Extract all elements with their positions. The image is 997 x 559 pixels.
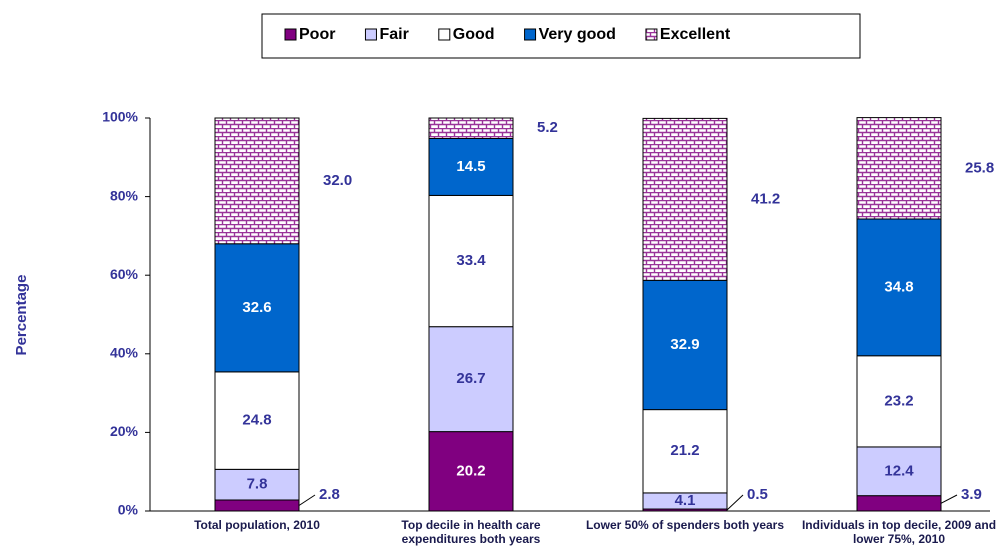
y-tick-label: 20%: [110, 423, 139, 439]
legend-label: Very good: [539, 26, 616, 43]
bar-segment: [428, 431, 514, 512]
bar-segment: [428, 117, 514, 139]
bar-segment: [642, 279, 728, 411]
y-tick-label: 60%: [110, 266, 139, 282]
legend-label: Good: [453, 26, 495, 43]
data-label: 4.1: [675, 492, 696, 509]
data-label: 14.5: [456, 158, 485, 175]
x-tick-label: Total population, 2010: [194, 518, 320, 532]
leader-line: [298, 494, 316, 506]
legend-swatch: [284, 28, 297, 41]
legend-label: Fair: [379, 26, 408, 43]
data-label: 26.7: [456, 370, 485, 387]
x-tick-label: Lower 50% of spenders both years: [585, 518, 785, 532]
bar-segment: [856, 495, 942, 512]
data-label: 3.9: [961, 486, 982, 503]
data-label: 20.2: [456, 462, 485, 479]
bar-segment: [856, 446, 942, 497]
y-tick-label: 0%: [118, 502, 139, 518]
leader-line: [726, 494, 744, 511]
legend-label: Poor: [299, 26, 335, 43]
bar-segment: [214, 499, 300, 512]
leader-line: [940, 494, 958, 504]
y-tick-label: 40%: [110, 345, 139, 361]
data-label: 24.8: [242, 412, 271, 429]
bar-segment: [214, 243, 300, 373]
y-axis-label: Percentage: [13, 275, 30, 356]
data-label: 7.8: [247, 476, 268, 493]
bar-segment: [856, 117, 942, 220]
data-label: 41.2: [751, 190, 780, 207]
legend-swatch: [524, 28, 537, 41]
legend-box: [261, 13, 861, 59]
data-label: 21.2: [670, 442, 699, 459]
bar-segment: [214, 371, 300, 470]
legend-swatch: [645, 28, 658, 41]
legend-label: Excellent: [660, 26, 731, 43]
bar-segment: [428, 137, 514, 196]
data-label: 32.0: [323, 172, 352, 189]
y-tick-label: 80%: [110, 187, 139, 203]
data-label: 32.9: [670, 336, 699, 353]
data-label: 25.8: [965, 159, 994, 176]
bar-segment: [856, 355, 942, 448]
data-label: 5.2: [537, 119, 558, 136]
data-label: 0.5: [747, 486, 768, 503]
bar-segment: [856, 218, 942, 357]
y-tick-label: 100%: [102, 109, 138, 125]
data-label: 34.8: [884, 278, 913, 295]
bar-segment: [214, 117, 300, 245]
legend-swatch: [438, 28, 451, 41]
data-label: 23.2: [884, 392, 913, 409]
data-label: 32.6: [242, 299, 271, 316]
bar-segment: [428, 194, 514, 328]
bar-segment: [428, 326, 514, 433]
data-label: 33.4: [456, 252, 486, 269]
bar-segment: [642, 409, 728, 494]
x-tick-label: Individuals in top decile, 2009 and lowe…: [801, 518, 997, 546]
data-label: 2.8: [319, 486, 340, 503]
x-tick-label: Top decile in health care expenditures b…: [401, 518, 541, 546]
bar-segment: [214, 468, 300, 501]
bar-segment: [642, 117, 728, 281]
legend-swatch: [364, 28, 377, 41]
data-label: 12.4: [884, 462, 914, 479]
